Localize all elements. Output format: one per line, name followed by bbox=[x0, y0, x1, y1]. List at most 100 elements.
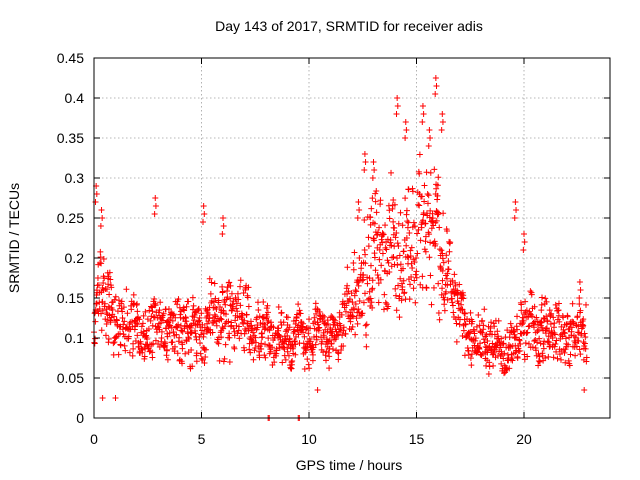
data-point bbox=[106, 291, 113, 298]
data-point bbox=[320, 332, 327, 339]
data-point bbox=[562, 335, 569, 342]
data-point bbox=[367, 262, 374, 269]
data-point bbox=[311, 314, 318, 321]
data-point bbox=[458, 301, 465, 308]
data-point bbox=[384, 236, 391, 243]
data-point bbox=[518, 307, 525, 314]
data-point bbox=[412, 299, 419, 306]
data-point bbox=[356, 207, 363, 213]
data-point bbox=[526, 322, 533, 329]
data-point bbox=[285, 352, 292, 359]
data-point bbox=[335, 350, 342, 357]
data-point bbox=[385, 259, 392, 266]
data-point bbox=[244, 294, 251, 301]
data-point bbox=[391, 201, 398, 208]
data-point bbox=[354, 215, 361, 221]
data-point bbox=[395, 243, 402, 250]
x-tick-label: 0 bbox=[90, 431, 98, 447]
data-point bbox=[371, 237, 378, 244]
data-point bbox=[550, 314, 557, 321]
data-point bbox=[577, 287, 584, 293]
data-point bbox=[444, 270, 451, 277]
data-point bbox=[390, 196, 397, 203]
data-point bbox=[144, 336, 151, 343]
data-point bbox=[521, 231, 527, 237]
data-point bbox=[168, 324, 175, 331]
data-point bbox=[211, 280, 218, 287]
data-point bbox=[535, 362, 542, 369]
data-point bbox=[373, 187, 380, 194]
data-point bbox=[436, 246, 443, 253]
data-point bbox=[198, 355, 205, 362]
data-point bbox=[190, 302, 197, 309]
data-point bbox=[533, 347, 540, 354]
data-point bbox=[468, 362, 475, 369]
data-point bbox=[427, 272, 434, 279]
x-axis-label: GPS time / hours bbox=[296, 457, 403, 473]
data-point bbox=[544, 318, 551, 325]
data-point bbox=[330, 316, 337, 323]
data-point bbox=[552, 331, 559, 338]
data-point bbox=[340, 342, 347, 349]
data-point bbox=[195, 318, 202, 325]
data-point bbox=[399, 265, 406, 272]
data-point bbox=[273, 345, 280, 352]
data-point bbox=[97, 223, 104, 229]
data-point bbox=[494, 328, 501, 335]
data-point bbox=[109, 306, 116, 313]
data-point bbox=[255, 307, 262, 314]
data-point bbox=[468, 351, 475, 358]
data-point bbox=[185, 298, 192, 305]
data-point bbox=[507, 320, 514, 327]
data-point bbox=[195, 305, 202, 312]
data-point bbox=[411, 223, 418, 230]
data-point bbox=[382, 299, 389, 306]
data-point bbox=[169, 317, 176, 324]
data-point bbox=[107, 276, 114, 283]
data-point bbox=[165, 306, 172, 313]
data-point bbox=[409, 264, 416, 271]
data-point bbox=[264, 313, 271, 320]
data-point bbox=[204, 320, 211, 327]
data-point bbox=[439, 277, 446, 284]
data-point bbox=[522, 298, 529, 305]
data-point bbox=[152, 195, 159, 201]
data-point bbox=[403, 242, 410, 249]
data-point bbox=[512, 334, 519, 341]
data-point bbox=[432, 91, 439, 97]
data-point bbox=[446, 248, 453, 255]
data-point bbox=[412, 271, 419, 278]
data-point bbox=[432, 75, 439, 81]
data-point bbox=[540, 345, 547, 352]
data-point bbox=[291, 328, 298, 335]
data-point bbox=[234, 308, 241, 315]
data-point bbox=[365, 296, 372, 303]
data-point bbox=[439, 255, 446, 262]
data-point bbox=[479, 329, 486, 336]
data-point bbox=[534, 328, 541, 335]
data-point bbox=[581, 330, 588, 337]
data-point bbox=[193, 358, 200, 365]
x-tick-label: 20 bbox=[516, 431, 532, 447]
data-point bbox=[351, 249, 358, 256]
data-point bbox=[496, 339, 503, 346]
data-point bbox=[262, 354, 269, 361]
data-point bbox=[444, 296, 451, 303]
data-point bbox=[522, 340, 529, 347]
data-point bbox=[340, 324, 347, 331]
data-point bbox=[350, 259, 357, 266]
data-point bbox=[480, 336, 487, 343]
data-point bbox=[351, 292, 358, 299]
data-point bbox=[535, 326, 542, 333]
data-point bbox=[449, 299, 456, 306]
data-point bbox=[235, 323, 242, 330]
data-point bbox=[374, 271, 381, 278]
data-point bbox=[576, 300, 583, 307]
data-point bbox=[292, 341, 299, 348]
data-point bbox=[520, 317, 527, 324]
data-point bbox=[432, 240, 439, 247]
data-point bbox=[461, 352, 468, 359]
data-point bbox=[174, 324, 181, 331]
data-point bbox=[254, 299, 261, 306]
data-point bbox=[145, 325, 152, 332]
